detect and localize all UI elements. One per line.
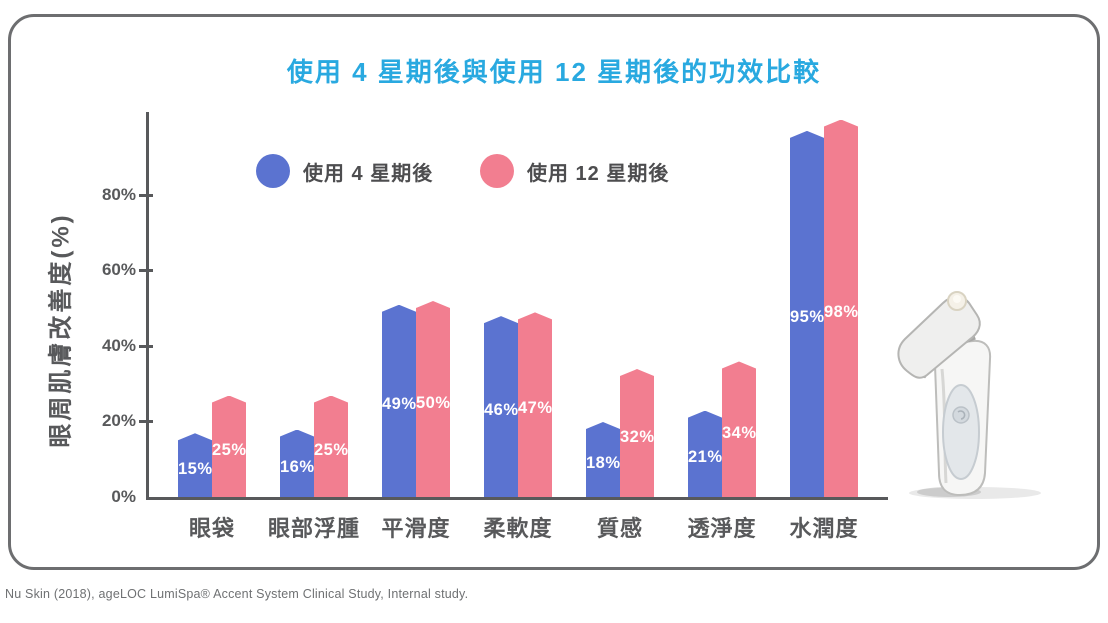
x-axis-category-label: 眼袋	[188, 516, 235, 541]
y-tick-mark	[139, 269, 153, 273]
bar-4-weeks	[280, 429, 314, 497]
bar-12-weeks	[314, 395, 348, 497]
bar-12-weeks	[212, 395, 246, 497]
y-tick-label: 40%	[101, 335, 136, 355]
bar-12-weeks	[722, 361, 756, 497]
bar-value-label: 98%	[824, 302, 859, 321]
legend-item-4-weeks: 使用 4 星期後	[256, 153, 433, 189]
legend-dot-12-weeks-icon	[480, 154, 514, 188]
y-tick-label: 80%	[101, 184, 136, 204]
bar-value-label: 21%	[688, 448, 723, 467]
bar-12-weeks	[824, 119, 858, 497]
bar-value-label: 46%	[484, 401, 519, 420]
bar-value-label: 16%	[280, 457, 315, 476]
device-power-button	[952, 406, 970, 424]
bar-4-weeks	[688, 410, 722, 497]
bar-12-weeks	[416, 301, 450, 497]
bar-value-label: 25%	[212, 440, 247, 459]
product-device-image	[897, 291, 1041, 499]
bar-4-weeks	[382, 304, 416, 497]
bar-value-label: 32%	[620, 427, 655, 446]
bar-value-label: 50%	[416, 393, 451, 412]
bar-12-weeks	[518, 312, 552, 497]
device-button-panel	[942, 384, 980, 480]
bar-value-label: 34%	[722, 423, 757, 442]
chart-title: 使用 4 星期後與使用 12 星期後的功效比較	[286, 57, 822, 87]
bar-value-label: 47%	[518, 399, 553, 418]
x-axis-category-label: 水潤度	[789, 516, 859, 541]
legend-label-4-weeks: 使用 4 星期後	[303, 162, 434, 185]
bar-value-label: 18%	[586, 453, 621, 472]
y-tick-label: 60%	[101, 260, 136, 280]
bar-4-weeks	[484, 316, 518, 497]
bar-4-weeks	[586, 421, 620, 497]
y-tick-mark	[139, 420, 153, 424]
x-axis-line	[146, 497, 888, 500]
y-tick-mark	[139, 344, 153, 348]
legend-dot-4-weeks-icon	[256, 154, 290, 188]
footer-citation: Nu Skin (2018), ageLOC LumiSpa® Accent S…	[5, 587, 469, 601]
bar-4-weeks	[790, 130, 824, 497]
x-axis-category-label: 質感	[596, 516, 643, 541]
x-axis-category-label: 柔軟度	[483, 516, 553, 541]
legend-label-12-weeks: 使用 12 星期後	[527, 162, 670, 185]
y-tick-label: 0%	[111, 487, 136, 506]
bar-4-weeks	[178, 433, 212, 497]
y-tick-label: 20%	[101, 411, 136, 431]
bar-value-label: 49%	[382, 395, 417, 414]
x-axis-category-label: 平滑度	[381, 516, 451, 541]
bar-value-label: 95%	[790, 308, 825, 327]
x-axis-category-label: 透淨度	[687, 516, 757, 541]
x-axis-category-label: 眼部浮腫	[267, 516, 360, 541]
legend-item-12-weeks: 使用 12 星期後	[480, 153, 669, 189]
y-tick-mark	[139, 193, 153, 197]
bar-value-label: 25%	[314, 440, 349, 459]
y-axis-line	[146, 112, 149, 500]
bar-value-label: 15%	[178, 459, 213, 478]
device-head	[897, 296, 981, 379]
bar-12-weeks	[620, 369, 654, 497]
